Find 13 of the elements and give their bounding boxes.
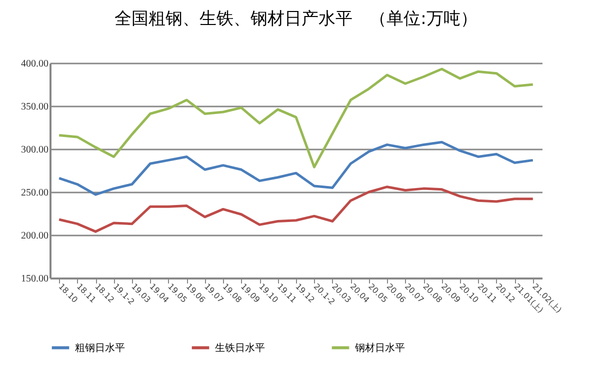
y-tick-label: 200.00	[21, 230, 48, 242]
y-tick-label: 250.00	[21, 188, 48, 198]
line-series	[58, 68, 534, 168]
y-tick-label: 150.00	[21, 274, 48, 284]
legend-label: 钢材日水平	[354, 342, 405, 354]
line-series	[58, 140, 534, 196]
y-tick-label: 400.00	[21, 58, 48, 70]
legend-label: 粗钢日水平	[75, 342, 125, 354]
y-tick-label: 300.00	[21, 144, 48, 156]
y-tick-label: 350.00	[21, 102, 48, 112]
chart-title: 全国粗钢、生铁、钢材日产水平 （单位:万吨）	[114, 9, 478, 29]
legend-label: 生铁日水平	[215, 342, 265, 354]
line-series	[58, 186, 534, 233]
